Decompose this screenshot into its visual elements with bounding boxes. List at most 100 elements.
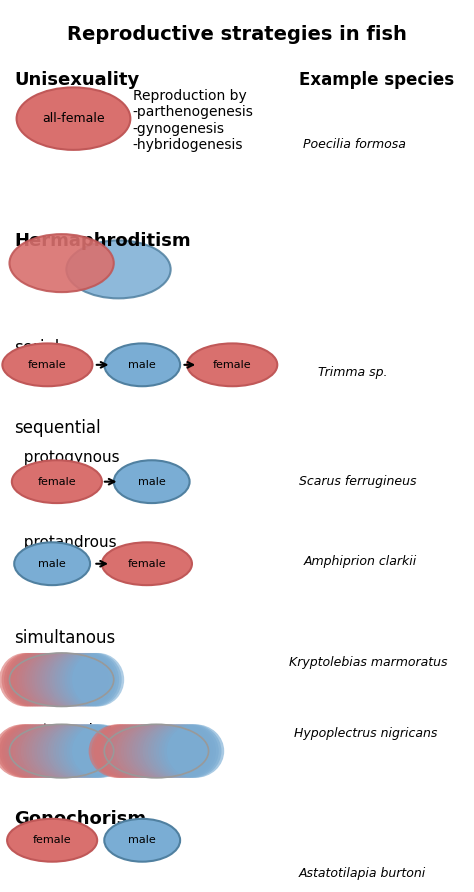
Text: female: female	[37, 476, 76, 487]
Ellipse shape	[64, 724, 121, 778]
Ellipse shape	[21, 724, 78, 778]
Ellipse shape	[113, 724, 170, 778]
Ellipse shape	[18, 724, 75, 778]
Ellipse shape	[102, 542, 192, 585]
Text: female: female	[213, 359, 252, 370]
Ellipse shape	[13, 724, 70, 778]
Ellipse shape	[148, 724, 205, 778]
Ellipse shape	[124, 724, 181, 778]
Ellipse shape	[59, 724, 116, 778]
Text: Scarus ferrugineus: Scarus ferrugineus	[299, 475, 416, 488]
Ellipse shape	[34, 653, 86, 706]
Ellipse shape	[2, 343, 92, 386]
Ellipse shape	[94, 724, 151, 778]
Ellipse shape	[70, 653, 122, 706]
Ellipse shape	[167, 724, 224, 778]
Text: female: female	[128, 558, 166, 569]
Ellipse shape	[10, 724, 67, 778]
Ellipse shape	[143, 724, 200, 778]
Ellipse shape	[0, 653, 51, 706]
Ellipse shape	[137, 724, 194, 778]
Ellipse shape	[66, 240, 171, 298]
Text: serial: serial	[14, 339, 59, 357]
Ellipse shape	[48, 724, 105, 778]
Text: outcrossing: outcrossing	[14, 723, 112, 738]
Ellipse shape	[39, 653, 91, 706]
Ellipse shape	[104, 343, 180, 386]
Text: Reproductive strategies in fish: Reproductive strategies in fish	[67, 25, 407, 44]
Text: Unisexuality: Unisexuality	[14, 71, 139, 89]
Ellipse shape	[47, 653, 99, 706]
Ellipse shape	[72, 724, 129, 778]
Ellipse shape	[22, 653, 74, 706]
Text: male: male	[138, 476, 165, 487]
Ellipse shape	[118, 724, 176, 778]
Text: Hermaphroditism: Hermaphroditism	[14, 232, 191, 250]
Text: Poecilia formosa: Poecilia formosa	[303, 138, 406, 152]
Ellipse shape	[29, 724, 86, 778]
Ellipse shape	[135, 724, 192, 778]
Ellipse shape	[37, 653, 89, 706]
Ellipse shape	[61, 724, 118, 778]
Ellipse shape	[121, 724, 178, 778]
Text: protandrous: protandrous	[14, 535, 117, 550]
Ellipse shape	[26, 724, 83, 778]
Ellipse shape	[14, 653, 66, 706]
Ellipse shape	[89, 724, 146, 778]
Ellipse shape	[55, 653, 107, 706]
Ellipse shape	[59, 653, 111, 706]
Ellipse shape	[104, 819, 180, 862]
Ellipse shape	[0, 724, 51, 778]
Ellipse shape	[132, 724, 189, 778]
Ellipse shape	[9, 234, 114, 293]
Text: all-female: all-female	[42, 112, 105, 125]
Text: simultanous: simultanous	[14, 629, 116, 647]
Ellipse shape	[19, 653, 71, 706]
Text: Example species: Example species	[299, 71, 454, 89]
Ellipse shape	[0, 724, 56, 778]
Ellipse shape	[45, 653, 97, 706]
Ellipse shape	[100, 724, 157, 778]
Ellipse shape	[5, 724, 62, 778]
Ellipse shape	[159, 724, 216, 778]
Text: male: male	[128, 835, 156, 846]
Ellipse shape	[16, 724, 73, 778]
Ellipse shape	[0, 724, 54, 778]
Ellipse shape	[50, 724, 108, 778]
Ellipse shape	[156, 724, 213, 778]
Ellipse shape	[17, 653, 69, 706]
Ellipse shape	[29, 653, 82, 706]
Ellipse shape	[102, 724, 159, 778]
Ellipse shape	[114, 460, 190, 503]
Ellipse shape	[24, 653, 76, 706]
Ellipse shape	[24, 724, 81, 778]
Ellipse shape	[42, 724, 100, 778]
Ellipse shape	[9, 653, 61, 706]
Ellipse shape	[17, 87, 130, 150]
Ellipse shape	[2, 724, 59, 778]
Ellipse shape	[7, 819, 97, 862]
Ellipse shape	[62, 653, 114, 706]
Ellipse shape	[37, 724, 94, 778]
Ellipse shape	[45, 724, 102, 778]
Ellipse shape	[12, 460, 102, 503]
Ellipse shape	[129, 724, 186, 778]
Ellipse shape	[140, 724, 197, 778]
Ellipse shape	[105, 724, 162, 778]
Ellipse shape	[187, 343, 277, 386]
Ellipse shape	[91, 724, 149, 778]
Text: female: female	[28, 359, 67, 370]
Ellipse shape	[110, 724, 168, 778]
Text: Hypoplectrus nigricans: Hypoplectrus nigricans	[294, 727, 437, 740]
Ellipse shape	[151, 724, 208, 778]
Ellipse shape	[164, 724, 221, 778]
Ellipse shape	[34, 724, 91, 778]
Text: protogynous: protogynous	[14, 450, 120, 466]
Ellipse shape	[72, 653, 124, 706]
Ellipse shape	[57, 653, 109, 706]
Ellipse shape	[52, 653, 104, 706]
Ellipse shape	[4, 653, 56, 706]
Ellipse shape	[56, 724, 113, 778]
Ellipse shape	[49, 653, 101, 706]
Text: selfing: selfing	[14, 656, 75, 671]
